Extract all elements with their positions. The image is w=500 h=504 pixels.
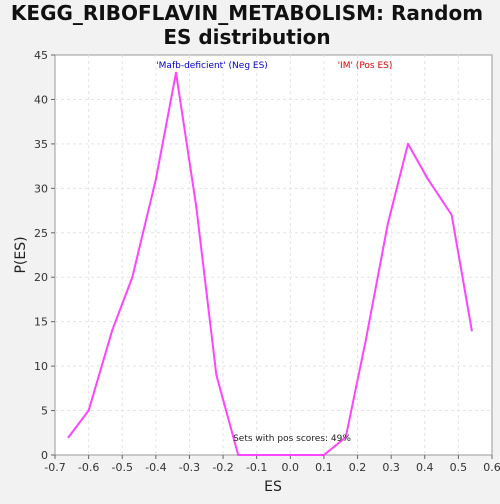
y-tick-label: 25 xyxy=(34,227,48,240)
data-point xyxy=(175,71,178,74)
x-tick-label: -0.2 xyxy=(212,461,233,474)
data-point xyxy=(195,205,198,208)
y-tick-label: 10 xyxy=(34,360,48,373)
data-point xyxy=(427,178,430,181)
data-point xyxy=(450,214,453,216)
axis-ticks: -0.7 -0.6 -0.5 -0.4 -0.3 -0.2 -0.1 0.0 0.1 0.2 0.3… xyxy=(34,49,500,474)
data-point xyxy=(344,436,347,439)
x-tick-label: -0.1 xyxy=(246,461,267,474)
chart-title-line2: ES distribution xyxy=(163,25,330,49)
x-tick-label: 0.0 xyxy=(282,461,300,474)
data-point xyxy=(111,329,114,332)
y-axis-label: P(ES) xyxy=(13,236,29,273)
y-tick-label: 0 xyxy=(41,449,48,462)
x-tick-label: -0.5 xyxy=(111,461,132,474)
data-point xyxy=(364,338,367,341)
x-tick-label: 0.5 xyxy=(450,461,468,474)
x-tick-label: -0.4 xyxy=(145,461,166,474)
data-point xyxy=(406,142,409,145)
x-tick-label: 0.3 xyxy=(382,461,400,474)
data-point xyxy=(87,409,90,412)
x-tick-label: 0.2 xyxy=(349,461,367,474)
data-point xyxy=(386,222,389,225)
data-point xyxy=(470,329,473,332)
x-tick-label: -0.3 xyxy=(179,461,200,474)
x-tick-label: 0.4 xyxy=(416,461,434,474)
x-tick-label: -0.7 xyxy=(44,461,65,474)
plot-area xyxy=(54,54,493,456)
grid xyxy=(55,55,492,455)
y-tick-label: 5 xyxy=(41,405,48,418)
data-point xyxy=(154,178,157,181)
x-tick-label: 0.1 xyxy=(315,461,333,474)
y-tick-label: 40 xyxy=(34,93,48,106)
annotation-pos: 'IM' (Pos ES) xyxy=(338,61,393,71)
annotation-summary: Sets with pos scores: 49% xyxy=(233,434,351,444)
data-point xyxy=(131,276,134,279)
y-tick-label: 35 xyxy=(34,138,48,151)
x-tick-label: -0.6 xyxy=(78,461,99,474)
x-tick-label: 0.6 xyxy=(483,461,500,474)
data-point xyxy=(289,454,292,456)
data-point xyxy=(255,454,258,456)
y-tick-label: 20 xyxy=(34,271,48,284)
chart-title-line1: KEGG_RIBOFLAVIN_METABOLISM: Random xyxy=(11,1,483,25)
data-point xyxy=(322,454,325,456)
y-tick-label: 15 xyxy=(34,316,48,329)
y-tick-label: 45 xyxy=(34,49,48,62)
y-tick-label: 30 xyxy=(34,182,48,195)
data-point xyxy=(237,454,240,456)
x-axis-label: ES xyxy=(264,479,282,495)
data-point xyxy=(67,436,70,439)
annotation-neg: 'Mafb-deficient' (Neg ES) xyxy=(156,61,268,71)
series xyxy=(67,71,473,456)
data-point xyxy=(215,374,218,376)
